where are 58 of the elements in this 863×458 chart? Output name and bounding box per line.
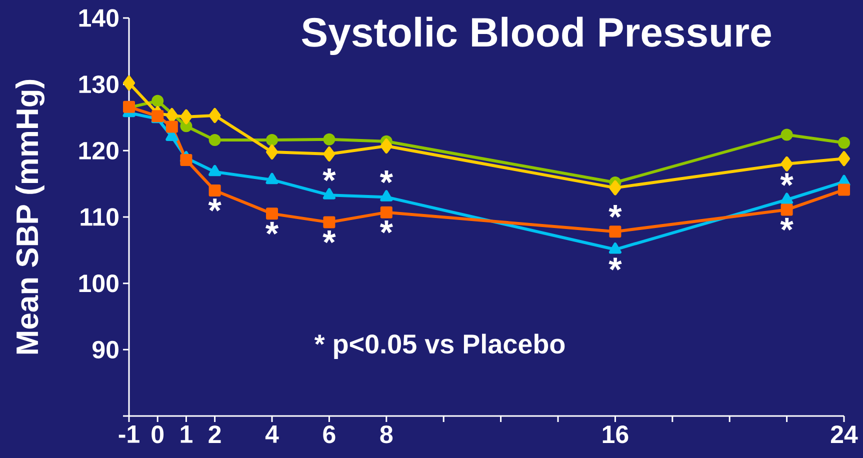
point: [380, 138, 392, 154]
point: [780, 204, 793, 216]
point: [266, 144, 278, 160]
point: [322, 188, 336, 200]
y-tick-label: 140: [79, 9, 118, 27]
point: [838, 151, 850, 166]
annotation: *: [780, 218, 794, 231]
point: [123, 76, 135, 91]
point: [180, 109, 192, 124]
point: [609, 226, 622, 238]
point: [266, 208, 278, 220]
x-tick-label: -1: [118, 426, 140, 443]
annotation: *: [608, 258, 622, 270]
point: [208, 134, 221, 146]
point: [180, 154, 192, 166]
y-axis-title: Mean SBP (mmHg): [15, 80, 45, 354]
point: [266, 134, 278, 146]
point: [323, 216, 336, 228]
y-tick-label: 100: [79, 274, 118, 292]
annotation: *: [265, 222, 279, 235]
y-tick-label: 130: [79, 75, 118, 94]
x-tick-label: 24: [830, 426, 858, 443]
x-tick-label: 4: [265, 426, 279, 443]
point: [208, 164, 222, 176]
y-tick-label: 110: [80, 208, 118, 226]
point: [780, 192, 794, 204]
x-tick-label: 6: [323, 426, 336, 444]
point: [323, 133, 336, 146]
x-tick-label: 0: [152, 426, 164, 444]
point: [838, 184, 850, 196]
x-tick-label: 16: [602, 426, 628, 444]
point: [780, 128, 793, 141]
annotation: *: [322, 230, 336, 244]
point: [152, 94, 164, 107]
annotation: * p<0.05 vs Placebo: [314, 334, 565, 359]
annotation: *: [608, 205, 622, 218]
chart-title: Systolic Blood Pressure: [302, 16, 771, 56]
annotation: *: [380, 170, 393, 184]
x-tick-label: 8: [380, 426, 393, 444]
annotation: *: [322, 168, 336, 182]
point: [323, 146, 336, 162]
annotation: *: [208, 198, 222, 212]
annotation: *: [380, 220, 393, 234]
point: [780, 156, 793, 172]
x-tick-label: 1: [180, 426, 192, 443]
x-tick-label: 2: [208, 426, 221, 443]
annotation: *: [780, 173, 794, 186]
y-tick-label: 90: [92, 340, 118, 359]
point: [380, 206, 392, 218]
point: [208, 108, 221, 124]
point: [838, 136, 850, 149]
point: [166, 120, 178, 133]
point: [208, 184, 221, 196]
point: [609, 180, 622, 196]
point: [266, 172, 278, 184]
point: [380, 190, 393, 202]
y-tick-label: 120: [79, 142, 118, 160]
point: [608, 242, 622, 254]
